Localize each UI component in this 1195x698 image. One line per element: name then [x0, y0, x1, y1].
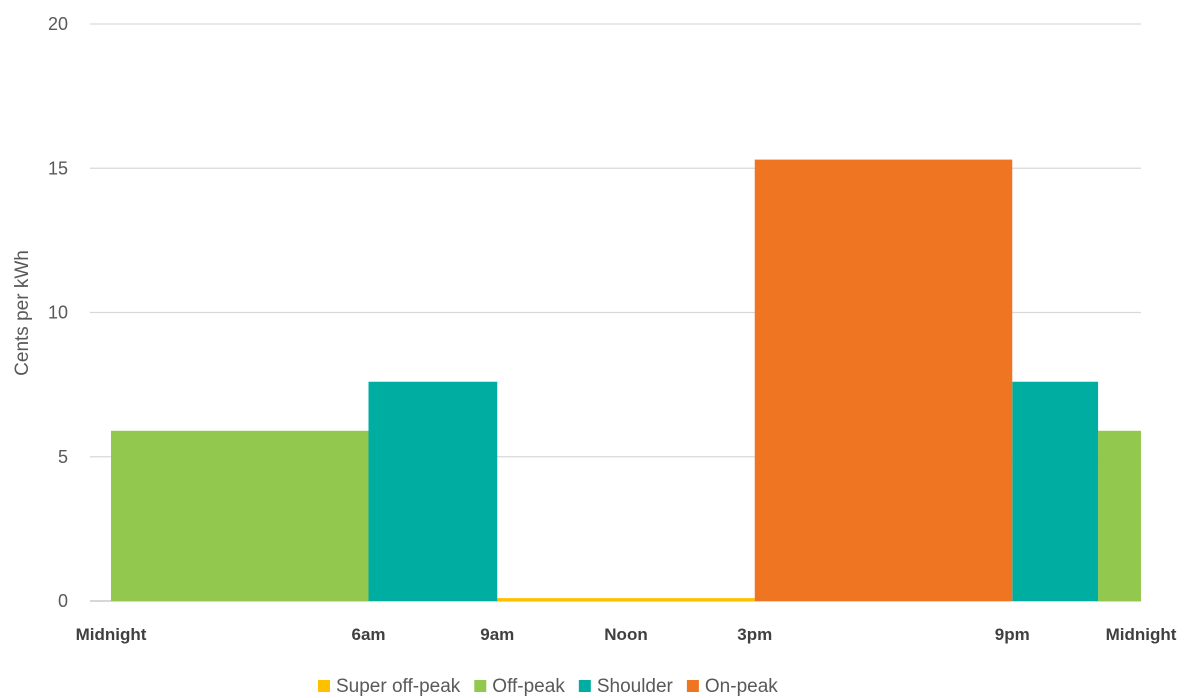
y-tick-label: 10 [48, 303, 68, 323]
x-tick-label: Midnight [1106, 625, 1177, 644]
y-tick-label: 20 [48, 14, 68, 34]
legend-swatch [578, 680, 591, 692]
x-tick-label: 3pm [737, 625, 772, 644]
x-tick-label: Noon [604, 625, 647, 644]
bar-super-off-peak-0 [497, 598, 755, 601]
bars [111, 159, 1141, 601]
x-tick-label: 9pm [995, 625, 1030, 644]
legend-label: Off-peak [492, 676, 565, 697]
x-tick-label: 9am [480, 625, 514, 644]
y-tick-label: 0 [58, 591, 68, 611]
y-axis-title: Cents per kWh [12, 250, 33, 376]
legend-swatch [686, 680, 699, 692]
y-tick-label: 15 [48, 158, 68, 178]
bar-off-peak-0 [111, 430, 369, 601]
x-tick-label: 6am [351, 625, 385, 644]
y-axis-ticks: 0 5 10 15 20 [48, 14, 68, 611]
bar-on-peak-0 [754, 159, 1013, 601]
legend-label: On-peak [705, 676, 778, 697]
legend: Super off-peak Off-peak Shoulder On-peak [318, 676, 778, 697]
legend-label: Super off-peak [336, 676, 461, 697]
legend-label: Shoulder [597, 676, 674, 697]
legend-swatch [474, 680, 487, 692]
bar-shoulder-1 [1012, 381, 1099, 601]
y-tick-label: 5 [58, 447, 68, 467]
legend-swatch [318, 680, 330, 692]
x-axis-ticks: Midnight 6am 9am Noon 3pm 9pm Midnight [76, 625, 1177, 644]
bar-off-peak-1 [1098, 430, 1141, 601]
bar-shoulder-0 [368, 381, 498, 601]
x-tick-label: Midnight [76, 625, 147, 644]
